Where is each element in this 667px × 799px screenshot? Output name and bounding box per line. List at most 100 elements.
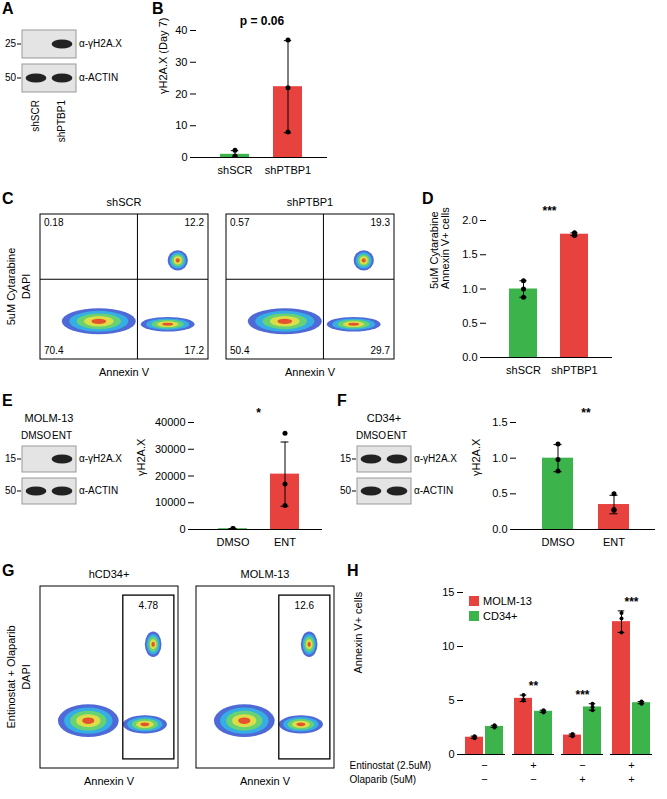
svg-text:−: − bbox=[530, 773, 536, 785]
svg-text:50.4: 50.4 bbox=[230, 345, 250, 356]
svg-text:***: *** bbox=[575, 688, 589, 702]
svg-text:α-γH2A.X: α-γH2A.X bbox=[79, 453, 122, 464]
svg-text:Annexin V: Annexin V bbox=[240, 775, 291, 787]
svg-text:20: 20 bbox=[175, 88, 187, 100]
svg-text:Entinostat (2.5uM): Entinostat (2.5uM) bbox=[350, 760, 432, 771]
svg-text:10: 10 bbox=[442, 640, 454, 652]
svg-text:30: 30 bbox=[175, 56, 187, 68]
svg-text:10: 10 bbox=[175, 119, 187, 131]
svg-text:+: + bbox=[579, 773, 585, 785]
svg-text:CD34+: CD34+ bbox=[367, 412, 402, 424]
svg-text:γH2A.X: γH2A.X bbox=[135, 438, 147, 476]
svg-text:0: 0 bbox=[448, 748, 454, 760]
svg-text:+: + bbox=[628, 759, 634, 771]
svg-text:γH2A.X: γH2A.X bbox=[470, 438, 482, 476]
svg-text:12.6: 12.6 bbox=[295, 600, 315, 611]
svg-text:−: − bbox=[579, 759, 585, 771]
svg-text:Annexin V: Annexin V bbox=[285, 366, 336, 378]
svg-text:shSCR: shSCR bbox=[30, 100, 41, 132]
svg-text:α-ACTIN: α-ACTIN bbox=[79, 72, 118, 83]
svg-text:ENT: ENT bbox=[52, 430, 72, 441]
html-text:D: D bbox=[422, 190, 434, 207]
svg-text:shPTBP1: shPTBP1 bbox=[551, 364, 597, 376]
svg-text:50: 50 bbox=[5, 72, 17, 83]
svg-text:ENT: ENT bbox=[603, 536, 625, 548]
svg-text:70.4: 70.4 bbox=[44, 345, 64, 356]
svg-text:0.5: 0.5 bbox=[462, 317, 477, 329]
svg-text:Olaparib (5uM): Olaparib (5uM) bbox=[350, 774, 417, 785]
html-text:B: B bbox=[152, 0, 164, 17]
svg-text:Entinostat + Olaparib: Entinostat + Olaparib bbox=[5, 625, 17, 728]
svg-text:40: 40 bbox=[175, 24, 187, 36]
svg-text:50: 50 bbox=[5, 485, 17, 496]
svg-text:0.0: 0.0 bbox=[462, 351, 477, 363]
svg-text:MOLM-13: MOLM-13 bbox=[25, 412, 74, 424]
svg-text:ENT: ENT bbox=[387, 430, 407, 441]
svg-text:DMSO: DMSO bbox=[21, 430, 51, 441]
svg-text:29.7: 29.7 bbox=[371, 345, 391, 356]
svg-text:12.2: 12.2 bbox=[185, 217, 205, 228]
svg-text:shPTBP1: shPTBP1 bbox=[265, 164, 311, 176]
svg-text:0.18: 0.18 bbox=[44, 217, 64, 228]
svg-text:19.3: 19.3 bbox=[371, 217, 391, 228]
svg-text:Annexin V: Annexin V bbox=[84, 775, 135, 787]
svg-text:DMSO: DMSO bbox=[356, 430, 386, 441]
svg-text:α-ACTIN: α-ACTIN bbox=[414, 485, 453, 496]
svg-text:1.5: 1.5 bbox=[462, 248, 477, 260]
svg-text:MOLM-13: MOLM-13 bbox=[241, 568, 290, 580]
svg-text:1.5: 1.5 bbox=[492, 416, 507, 428]
svg-text:15: 15 bbox=[5, 453, 17, 464]
svg-text:15: 15 bbox=[442, 586, 454, 598]
svg-text:5: 5 bbox=[448, 694, 454, 706]
svg-text:γH2A.X (Day 7): γH2A.X (Day 7) bbox=[157, 18, 169, 94]
svg-text:0.5: 0.5 bbox=[492, 487, 507, 499]
svg-text:DMSO: DMSO bbox=[542, 536, 575, 548]
svg-text:0: 0 bbox=[181, 151, 187, 163]
svg-text:α-γH2A.X: α-γH2A.X bbox=[414, 453, 457, 464]
svg-text:p = 0.06: p = 0.06 bbox=[240, 14, 285, 28]
svg-text:10000: 10000 bbox=[155, 496, 186, 508]
svg-text:**: ** bbox=[581, 406, 591, 420]
svg-text:Annexin V: Annexin V bbox=[99, 366, 150, 378]
svg-text:shPTBP1: shPTBP1 bbox=[56, 100, 67, 143]
svg-text:−: − bbox=[481, 773, 487, 785]
svg-text:40000: 40000 bbox=[155, 416, 186, 428]
svg-text:17.2: 17.2 bbox=[185, 345, 205, 356]
svg-text:15: 15 bbox=[340, 453, 352, 464]
svg-text:50: 50 bbox=[340, 485, 352, 496]
svg-text:2.0: 2.0 bbox=[462, 214, 477, 226]
svg-text:25: 25 bbox=[5, 38, 17, 49]
html-text:G: G bbox=[2, 562, 15, 579]
svg-text:α-γH2A.X: α-γH2A.X bbox=[79, 38, 122, 49]
svg-text:DMSO: DMSO bbox=[217, 536, 250, 548]
svg-text:**: ** bbox=[529, 679, 539, 693]
svg-text:0.57: 0.57 bbox=[230, 217, 250, 228]
svg-text:30000: 30000 bbox=[155, 443, 186, 455]
svg-text:shPTBP1: shPTBP1 bbox=[287, 196, 333, 208]
svg-text:hCD34+: hCD34+ bbox=[89, 568, 130, 580]
svg-text:+: + bbox=[530, 759, 536, 771]
svg-text:DAPI: DAPI bbox=[20, 664, 32, 690]
svg-text:Annexin V+ cells: Annexin V+ cells bbox=[352, 591, 364, 673]
svg-text:4.78: 4.78 bbox=[139, 600, 159, 611]
svg-text:−: − bbox=[481, 759, 487, 771]
svg-text:DAPI: DAPI bbox=[20, 274, 32, 300]
svg-text:5uM CytarabineAnnexin V+ cells: 5uM CytarabineAnnexin V+ cells bbox=[428, 207, 451, 289]
svg-text:1.0: 1.0 bbox=[462, 283, 477, 295]
html-text:C: C bbox=[2, 190, 14, 207]
svg-text:***: *** bbox=[542, 204, 556, 218]
svg-text:0.0: 0.0 bbox=[492, 523, 507, 535]
svg-text:*: * bbox=[256, 406, 261, 420]
svg-text:0: 0 bbox=[179, 523, 185, 535]
svg-text:α-ACTIN: α-ACTIN bbox=[79, 485, 118, 496]
svg-text:shSCR: shSCR bbox=[218, 164, 253, 176]
svg-text:+: + bbox=[628, 773, 634, 785]
svg-text:***: *** bbox=[624, 595, 638, 609]
html-text:A: A bbox=[2, 0, 14, 17]
svg-text:1.0: 1.0 bbox=[492, 452, 507, 464]
svg-text:shSCR: shSCR bbox=[506, 364, 541, 376]
svg-text:ENT: ENT bbox=[274, 536, 296, 548]
svg-text:shSCR: shSCR bbox=[107, 196, 142, 208]
svg-text:5uM Cytarabine: 5uM Cytarabine bbox=[5, 248, 17, 326]
svg-text:20000: 20000 bbox=[155, 470, 186, 482]
